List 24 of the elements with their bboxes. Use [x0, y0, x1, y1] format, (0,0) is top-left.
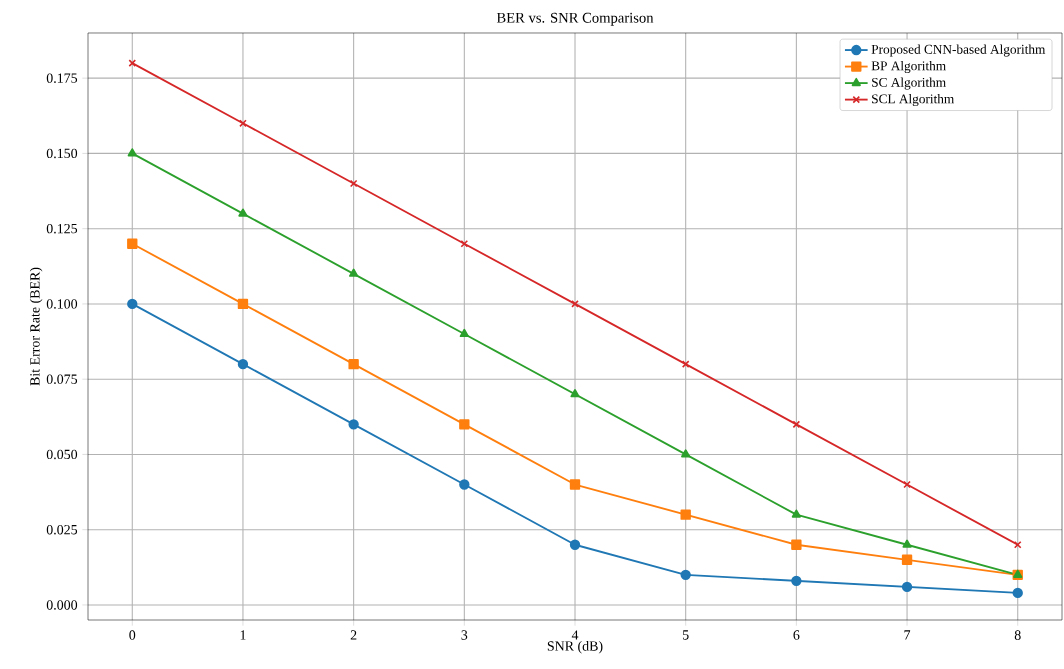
legend-label: Proposed CNN-based Algorithm — [871, 44, 1046, 57]
y-tick-label: 0.100 — [46, 299, 78, 309]
x-tick-label: 1 — [240, 630, 246, 640]
y-axis-title: Bit Error Rate (BER) — [29, 267, 43, 386]
legend-label: SCL Algorithm — [872, 94, 955, 107]
chart-title: BER vs. SNR Comparison — [496, 12, 654, 26]
y-tick-label: 0.000 — [46, 600, 78, 610]
x-tick-label: 4 — [571, 630, 579, 640]
y-tick-label: 0.050 — [46, 449, 78, 460]
x-tick-label: 2 — [350, 630, 357, 640]
x-axis-title: SNR (dB) — [547, 640, 603, 654]
x-tick-label: 5 — [683, 630, 689, 640]
y-tick-label: 0.175 — [46, 73, 78, 83]
y-tick-label: 0.150 — [46, 148, 78, 159]
x-tick-label: 6 — [793, 630, 800, 640]
x-tick-label: 3 — [461, 630, 468, 640]
legend-label: SC Algorithm — [872, 77, 946, 90]
legend-label: BP Algorithm — [871, 60, 946, 74]
x-tick-label: 0 — [129, 630, 136, 640]
x-tick-label: 8 — [1014, 630, 1021, 640]
y-tick-label: 0.025 — [46, 524, 78, 535]
y-tick-label: 0.075 — [46, 374, 78, 384]
x-tick-label: 7 — [904, 630, 911, 640]
y-tick-label: 0.125 — [46, 223, 78, 234]
